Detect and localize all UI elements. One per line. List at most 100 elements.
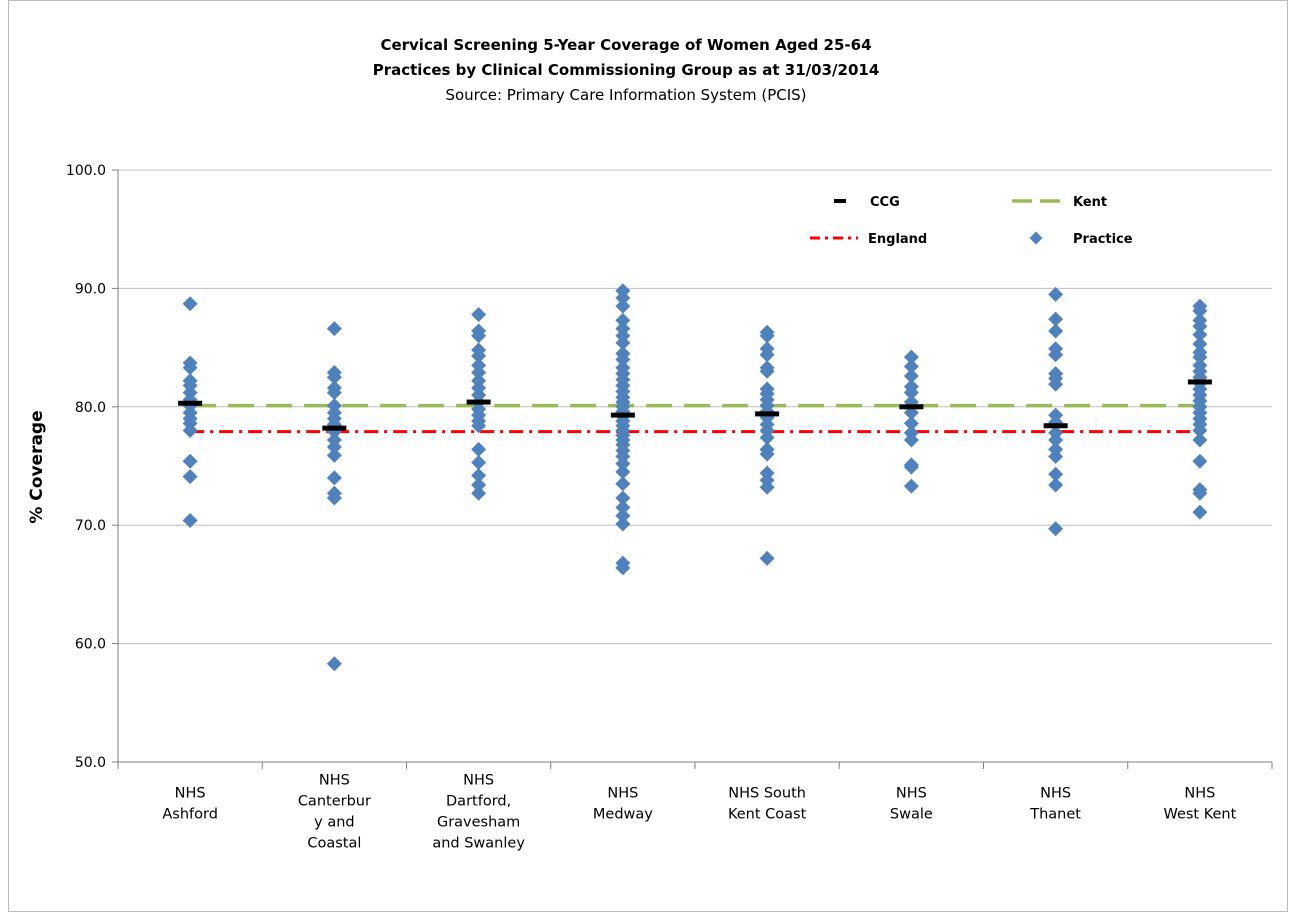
practice-points [182,283,1208,672]
ccg-marker [899,404,924,410]
x-category-label: NHS Swale [890,786,933,823]
practice-point [471,477,487,493]
x-category-label: NHS Medway [593,786,653,823]
y-tick-label: 70.0 [75,518,106,534]
ccg-marker [466,399,491,405]
x-category-label-line: Kent Coast [728,807,807,823]
practice-point [903,359,919,375]
x-category-label-line: NHS [463,773,494,789]
chart-subtitle: Source: Primary Care Information System … [445,86,806,104]
ccg-marker [755,411,780,417]
practice-point [182,469,198,485]
x-category-label: NHS South Kent Coast [728,786,807,823]
practice-point [471,454,487,470]
practice-point [615,335,631,351]
practice-point [326,439,342,455]
legend-label: CCG [870,195,900,210]
practice-point [1048,311,1064,327]
x-category-label-line: y and [314,815,354,831]
practice-point [326,656,342,672]
practice-point [1048,466,1064,482]
ccg-marker [1043,423,1068,429]
x-category-label-line: NHS [896,786,927,802]
practice-point [759,550,775,566]
legend-label: Practice [1073,232,1133,247]
legend-label: England [868,232,927,247]
x-category-label-line: NHS [1184,786,1215,802]
practice-point [615,312,631,328]
x-category-label: NHS Thanet [1029,786,1081,823]
practice-point [903,415,919,431]
practice-point [1048,323,1064,339]
practice-point [1192,318,1208,334]
practice-point [1192,349,1208,365]
practice-point [1192,336,1208,352]
practice-point [1048,376,1064,392]
practice-point [615,499,631,515]
y-tick-label: 80.0 [75,400,106,416]
practice-point [471,418,487,434]
practice-point [326,369,342,385]
practice-point [182,422,198,438]
x-category-label-line: NHS [607,786,638,802]
practice-point [326,490,342,506]
x-category-label-line: Medway [593,807,653,823]
practice-point [1192,504,1208,520]
practice-point [471,306,487,322]
practice-point [615,298,631,314]
practice-point [326,321,342,337]
x-category-label-line: NHS South [728,786,806,802]
practice-point [471,328,487,344]
practice-point [615,476,631,492]
x-category-label-line: NHS [1040,786,1071,802]
ccg-marker [178,400,203,406]
ccg-marker [1187,379,1212,385]
x-category-label-line: NHS [175,786,206,802]
practice-point [1048,521,1064,537]
practice-point [471,364,487,380]
practice-point [1192,432,1208,448]
practice-point [615,456,631,472]
x-category-label-line: Thanet [1029,807,1081,823]
practice-point [903,478,919,494]
practice-point [759,430,775,446]
y-tick-label: 90.0 [75,281,106,297]
practice-point [1048,432,1064,448]
x-category-label-line: West Kent [1163,807,1236,823]
x-category-label-line: Swale [890,807,933,823]
practice-point [326,385,342,401]
x-category-label-line: NHS [319,773,350,789]
practice-point [759,363,775,379]
x-category-label: NHS Dartford, Gravesham and Swanley [432,773,525,852]
y-tick-label: 50.0 [75,755,106,771]
y-tick-label: 100.0 [66,163,106,179]
practice-point [471,467,487,483]
practice-point [615,560,631,576]
y-axis-label: % Coverage [27,410,47,523]
x-category-label-line: Dartford, [446,794,511,810]
x-category-label: NHS Canterbur y and Coastal [298,773,371,852]
chart-title-line-2: Practices by Clinical Commissioning Grou… [373,61,880,79]
practice-point [471,348,487,364]
practice-point [759,479,775,495]
x-category-label-line: and Swanley [432,836,525,852]
reference-lines [190,403,1200,434]
practice-point [615,464,631,480]
practice-point [182,296,198,312]
practice-point [1048,347,1064,363]
legend: CCG Kent England Practice [810,195,1133,247]
practice-point [326,470,342,486]
practice-point [1192,327,1208,343]
practice-point [182,453,198,469]
ccg-marker [610,412,635,418]
x-category-labels: NHS Ashford NHS Canterbur y and Coastal NHS Dar… [162,773,1236,852]
practice-point [903,459,919,475]
x-category-label-line: Coastal [307,836,361,852]
ccg-marker [322,425,347,431]
x-category-label-line: Ashford [162,807,218,823]
practice-point [615,290,631,306]
practice-point [1048,286,1064,302]
practice-point [1192,422,1208,438]
practice-point [326,447,342,463]
